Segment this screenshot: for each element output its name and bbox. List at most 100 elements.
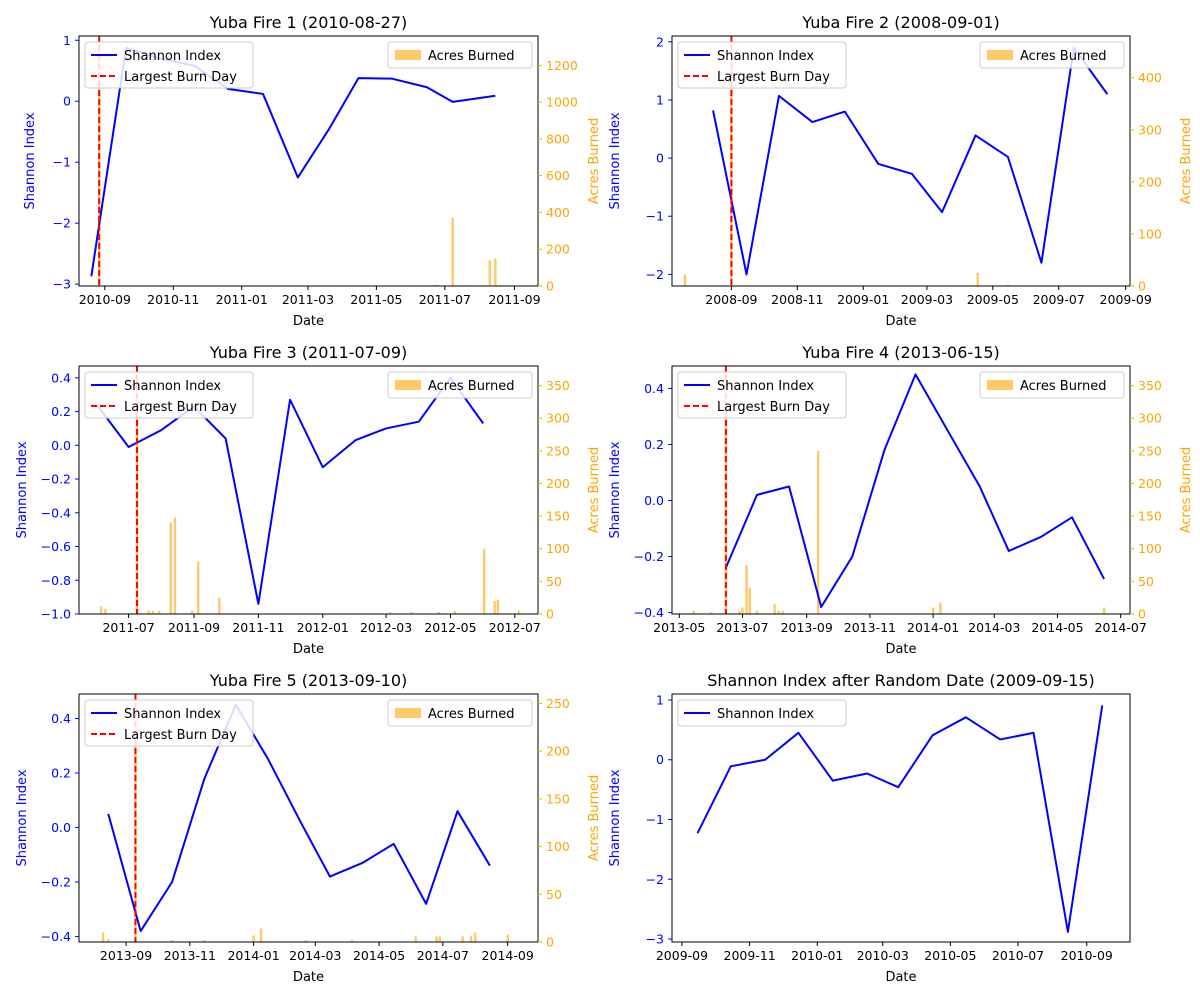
acres-bar (692, 610, 695, 614)
x-tick-label: 2014-05 (1031, 620, 1083, 635)
y2-tick-label: 200 (1138, 174, 1162, 189)
legend-acres-label: Acres Burned (428, 49, 515, 64)
acres-bar (259, 928, 263, 942)
legend-burn-label: Largest Burn Day (124, 400, 237, 415)
acres-bar (173, 517, 177, 614)
legend-box (677, 699, 847, 727)
axes-frame (671, 365, 1131, 615)
legend-burn-label: Largest Burn Day (124, 70, 237, 85)
chart-panel-4: 2013-05 2013-07 2013-09 2013-11 2014-01 2014-… (608, 343, 1194, 657)
x-tick-label: 2011-03 (282, 292, 334, 307)
x-tick-label: 2011-09 (168, 620, 220, 635)
y2-axis-label: Acres Burned (587, 447, 602, 534)
legend-right: Acres Burned (979, 41, 1125, 69)
y-tick-label: −0.2 (634, 549, 664, 564)
y2-tick-label: 150 (1138, 509, 1162, 524)
legend-box (677, 371, 847, 419)
acres-bar (1102, 607, 1106, 614)
y2-tick-label: 0 (1138, 279, 1146, 294)
x-tick-label: 2010-11 (147, 292, 199, 307)
y-tick-label: −0.4 (41, 505, 71, 520)
axes-frame (671, 693, 1131, 943)
acres-bar (741, 607, 744, 614)
y-axis-label: Shannon Index (23, 112, 38, 209)
legend-box (387, 371, 533, 399)
axes-frame (78, 693, 539, 943)
acres-bar (147, 610, 150, 614)
x-tick-label: 2009-07 (1033, 292, 1085, 307)
y2-tick-label: 50 (546, 574, 562, 589)
acres-bar (461, 936, 464, 942)
legend-left: Shannon Index Largest Burn Day (84, 699, 254, 747)
acres-bar (777, 610, 780, 614)
y2-tick-label: 150 (546, 509, 570, 524)
y-tick-label: −0.6 (41, 539, 71, 554)
y2-tick-label: 0 (546, 279, 554, 294)
legend-right: Acres Burned (387, 699, 533, 727)
y-axis-label: Shannon Index (608, 441, 623, 538)
legend-left: Shannon Index Largest Burn Day (677, 41, 847, 89)
legend-acres-swatch (395, 50, 421, 60)
chart-panel-2: 2008-09 2008-11 2009-01 2009-03 2009-05 2009-… (608, 13, 1194, 329)
y2-tick-label: 100 (546, 839, 570, 854)
legend-shannon-label: Shannon Index (124, 379, 221, 394)
legend-left: Shannon Index Largest Burn Day (84, 41, 254, 89)
legend-left: Shannon Index Largest Burn Day (84, 371, 254, 419)
x-tick-label: 2010-01 (791, 948, 843, 963)
acres-bar (482, 548, 486, 614)
x-tick-label: 2013-07 (716, 620, 768, 635)
legend-shannon-label: Shannon Index (717, 707, 814, 722)
acres-bar (437, 612, 441, 614)
legend-acres-label: Acres Burned (428, 707, 515, 722)
y2-axis-label: Acres Burned (587, 775, 602, 862)
acres-bar (101, 932, 105, 942)
chart-panel-3: 2011-07 2011-09 2011-11 2012-01 2012-03 2012-… (15, 343, 602, 657)
acres-bar (506, 934, 509, 942)
y2-tick-label: 400 (546, 205, 570, 220)
y2-tick-label: 1200 (546, 58, 578, 73)
y2-tick-label: 50 (546, 887, 562, 902)
legend-right: Acres Burned (387, 371, 533, 399)
x-tick-label: 2011-09 (488, 292, 540, 307)
y2-tick-label: 1000 (546, 95, 578, 110)
y2-tick-label: 800 (546, 131, 570, 146)
x-tick-label: 2013-09 (781, 620, 833, 635)
y-tick-label: 0 (63, 94, 71, 109)
acres-bar (157, 610, 161, 614)
legend-acres-label: Acres Burned (1020, 49, 1107, 64)
acres-bar (493, 600, 496, 614)
legend-burn-label: Largest Burn Day (124, 728, 237, 743)
legend-left: Shannon Index Largest Burn Day (677, 371, 847, 419)
y2-tick-label: 300 (1138, 122, 1162, 137)
y-tick-label: −0.2 (41, 472, 71, 487)
acres-bar (104, 608, 107, 614)
y-axis-label: Shannon Index (608, 769, 623, 866)
y-tick-label: −2 (53, 216, 71, 231)
acres-bar (816, 450, 820, 614)
x-tick-label: 2010-09 (79, 292, 131, 307)
acres-bar (517, 610, 521, 614)
acres-bar (745, 565, 748, 614)
x-tick-label: 2013-11 (844, 620, 896, 635)
x-tick-label: 2010-07 (992, 948, 1044, 963)
x-axis-label: Date (293, 970, 324, 985)
acres-bar (796, 284, 799, 286)
x-tick-label: 2013-05 (653, 620, 705, 635)
acres-bar (414, 936, 417, 942)
acres-bar (488, 260, 491, 286)
acres-bar (494, 258, 497, 286)
y-tick-label: 0 (656, 151, 664, 166)
acres-bar (435, 936, 438, 942)
y2-axis-label: Acres Burned (1179, 447, 1194, 534)
acres-bar (683, 274, 687, 286)
x-tick-label: 2014-01 (227, 948, 279, 963)
legend-shannon-label: Shannon Index (717, 49, 814, 64)
legend-acres-swatch (395, 708, 421, 718)
acres-bar (976, 272, 979, 286)
x-axis-label: Date (293, 314, 324, 329)
legend-box (979, 41, 1125, 69)
y2-tick-label: 400 (1138, 70, 1162, 85)
y-tick-label: −1 (646, 812, 664, 827)
y-tick-label: −3 (646, 932, 664, 947)
acres-bar (469, 936, 473, 942)
